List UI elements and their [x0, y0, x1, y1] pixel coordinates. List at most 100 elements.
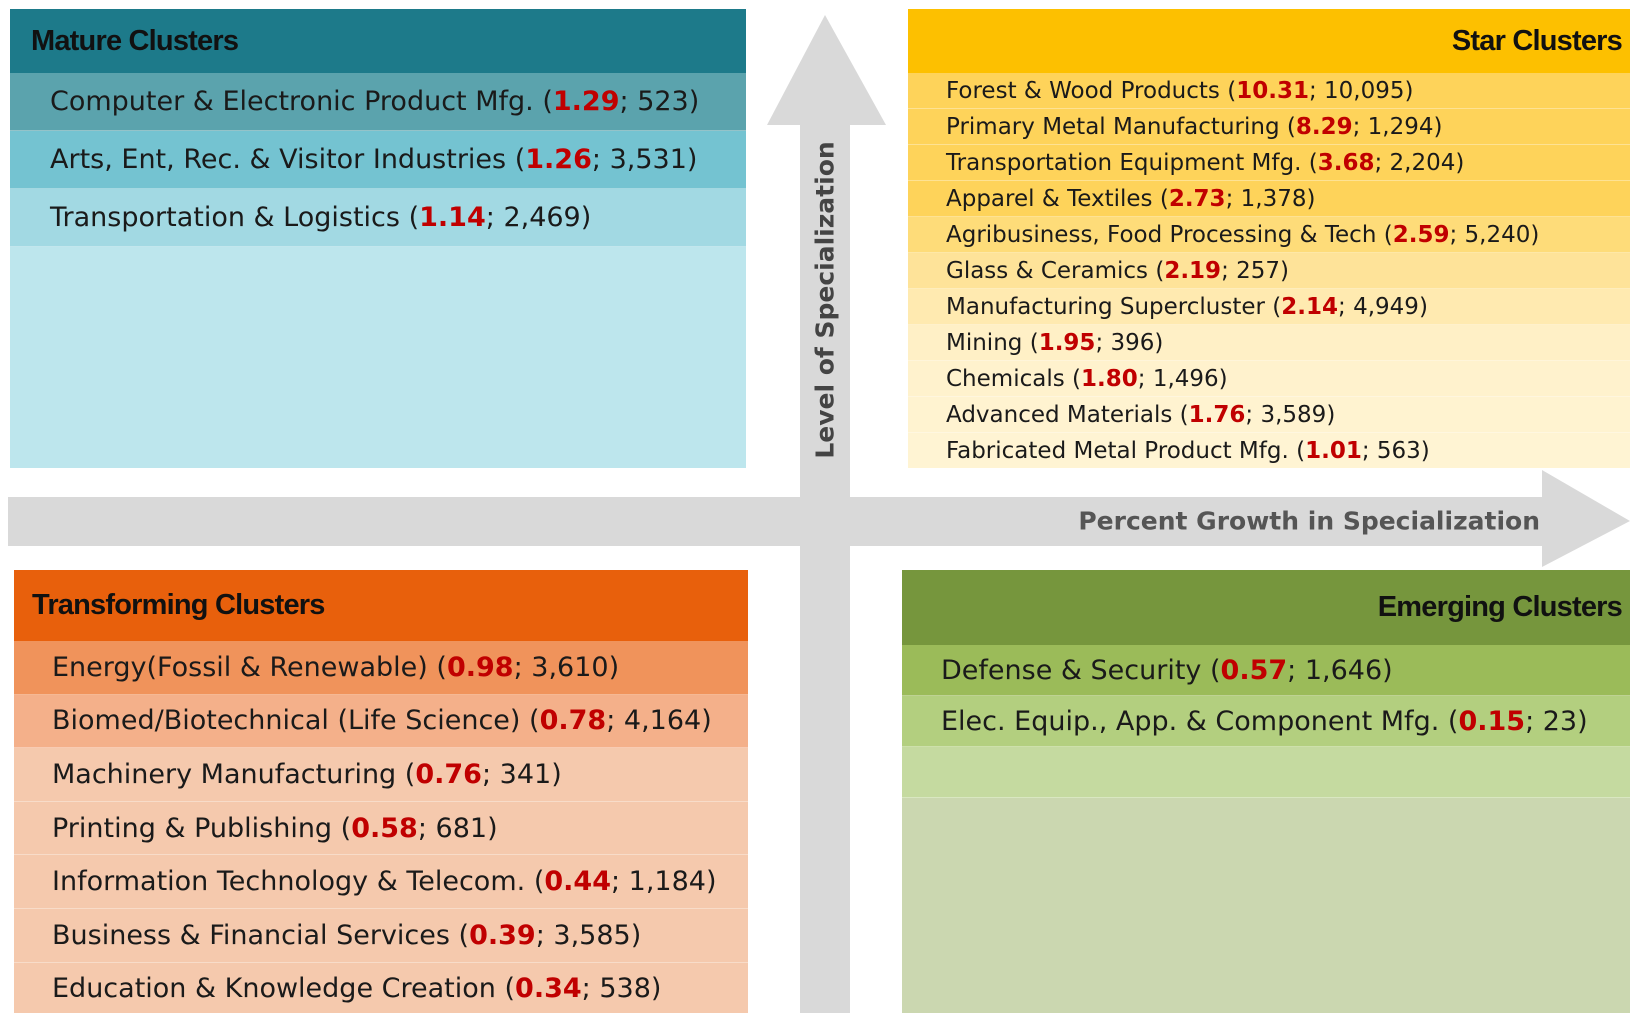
quadrant-title: Transforming Clusters	[14, 570, 748, 641]
cluster-name: Primary Metal Manufacturing	[946, 113, 1280, 140]
cluster-row: Transportation Equipment Mfg. 3.682,204	[908, 145, 1630, 181]
cluster-name: Machinery Manufacturing	[52, 758, 397, 790]
cluster-row: Business & Financial Services 0.393,585	[14, 908, 748, 963]
cluster-row: Arts, Ent, Rec. & Visitor Industries 1.26…	[10, 131, 746, 189]
quadrant: Transforming Clusters Energy(Fossil & Ren…	[14, 570, 748, 1013]
employment: 3,589	[1260, 402, 1335, 428]
quadrant-title: Emerging Clusters	[902, 570, 1630, 645]
cluster-name: Manufacturing Supercluster	[946, 293, 1265, 320]
location-quotient: 1.80	[1072, 366, 1153, 392]
cluster-name: Printing & Publishing	[52, 812, 333, 844]
employment: 523	[637, 86, 699, 117]
empty-row	[902, 747, 1630, 798]
cluster-name: Education & Knowledge Creation	[52, 973, 496, 1005]
cluster-name: Defense & Security	[941, 654, 1202, 686]
cluster-row: Agribusiness, Food Processing & Tech 2.59…	[908, 217, 1630, 253]
cluster-row: Defense & Security 0.571,646	[902, 645, 1630, 696]
cluster-row: Glass & Ceramics2.19257	[908, 253, 1630, 289]
cluster-row: Fabricated Metal Product Mfg. 1.01563	[908, 433, 1630, 468]
horizontal-axis-label: Percent Growth in Specialization	[1078, 506, 1540, 536]
employment: 1,378	[1241, 186, 1316, 212]
location-quotient: 2.59	[1384, 222, 1465, 248]
cluster-row: Education & Knowledge Creation 0.34538	[14, 962, 748, 1013]
location-quotient: 1.95	[1030, 330, 1111, 356]
cluster-row: Information Technology & Telecom. 0.441,1…	[14, 855, 748, 909]
location-quotient: 1.14	[409, 202, 504, 233]
quadrant: Star Clusters Forest & Wood Products 10.31…	[908, 9, 1630, 468]
location-quotient: 10.31	[1227, 78, 1324, 104]
cluster-row: Manufacturing Supercluster 2.144,949	[908, 289, 1630, 325]
cluster-row: Apparel & Textiles 2.731,378	[908, 181, 1630, 217]
employment: 1,646	[1305, 655, 1393, 686]
cluster-row: Primary Metal Manufacturing 8.291,294	[908, 109, 1630, 145]
employment: 2,469	[503, 202, 591, 233]
location-quotient: 2.73	[1160, 186, 1241, 212]
employment: 1,496	[1153, 366, 1228, 392]
cluster-row: Transportation & Logistics 1.142,469	[10, 189, 746, 247]
horizontal-arrow	[8, 470, 1630, 567]
employment: 4,949	[1353, 294, 1428, 320]
cluster-name: Transportation & Logistics	[50, 202, 400, 233]
employment: 3,585	[553, 920, 641, 951]
location-quotient: 0.76	[405, 759, 500, 790]
location-quotient: 0.39	[459, 920, 554, 951]
cluster-name: Elec. Equip., App. & Component Mfg.	[941, 705, 1440, 737]
location-quotient: 0.15	[1448, 706, 1543, 737]
employment: 10,095	[1324, 78, 1413, 104]
cluster-name: Glass & Ceramics	[946, 257, 1149, 284]
employment: 23	[1543, 706, 1588, 737]
cluster-name: Mining	[946, 329, 1023, 356]
employment: 3,610	[531, 652, 619, 683]
location-quotient: 2.19	[1155, 258, 1236, 284]
employment: 3,531	[610, 144, 698, 175]
cluster-row: Machinery Manufacturing 0.76341	[14, 748, 748, 802]
employment: 1,294	[1368, 114, 1443, 140]
cluster-row: Energy(Fossil & Renewable) 0.983,610	[14, 641, 748, 695]
cluster-row: Mining 1.95396	[908, 325, 1630, 361]
cluster-name: Information Technology & Telecom.	[52, 866, 526, 898]
location-quotient: 8.29	[1287, 114, 1368, 140]
cluster-row: Chemicals 1.801,496	[908, 361, 1630, 397]
location-quotient: 0.44	[534, 866, 629, 897]
employment: 2,204	[1390, 150, 1465, 176]
location-quotient: 1.01	[1296, 438, 1377, 464]
cluster-name: Transportation Equipment Mfg.	[946, 149, 1302, 176]
location-quotient: 3.68	[1309, 150, 1390, 176]
cluster-row: Printing & Publishing 0.58681	[14, 801, 748, 856]
location-quotient: 1.26	[515, 144, 610, 175]
cluster-name: Apparel & Textiles	[946, 185, 1153, 212]
location-quotient: 2.14	[1272, 294, 1353, 320]
quadrant-title: Mature Clusters	[10, 9, 746, 73]
cluster-row: Advanced Materials 1.763,589	[908, 397, 1630, 433]
employment: 4,164	[624, 705, 712, 736]
employment: 396	[1111, 330, 1164, 356]
cluster-row: Biomed/Biotechnical (Life Science) 0.784,…	[14, 694, 748, 749]
employment: 257	[1236, 258, 1289, 284]
quadrant: Mature Clusters Computer & Electronic Pro…	[10, 9, 746, 468]
employment: 538	[599, 973, 661, 1004]
location-quotient: 0.34	[504, 973, 599, 1004]
employment: 341	[500, 759, 562, 790]
employment: 5,240	[1465, 222, 1540, 248]
location-quotient: 0.98	[436, 652, 531, 683]
quadrant: Emerging Clusters Defense & Security 0.571…	[902, 570, 1630, 1013]
employment: 681	[436, 813, 498, 844]
employment: 1,184	[629, 866, 717, 897]
location-quotient: 1.76	[1180, 402, 1261, 428]
cluster-name: Biomed/Biotechnical (Life Science)	[52, 705, 521, 737]
cluster-name: Agribusiness, Food Processing & Tech	[946, 221, 1377, 248]
location-quotient: 1.29	[542, 86, 637, 117]
cluster-row: Computer & Electronic Product Mfg. 1.2952…	[10, 73, 746, 131]
cluster-name: Arts, Ent, Rec. & Visitor Industries	[50, 144, 507, 175]
location-quotient: 0.57	[1210, 655, 1305, 686]
employment: 563	[1377, 438, 1430, 464]
cluster-name: Computer & Electronic Product Mfg.	[50, 86, 534, 117]
cluster-name: Advanced Materials	[946, 401, 1173, 428]
location-quotient: 0.78	[529, 705, 624, 736]
cluster-row: Forest & Wood Products 10.3110,095	[908, 73, 1630, 109]
location-quotient: 0.58	[341, 813, 436, 844]
quadrant-title: Star Clusters	[908, 9, 1630, 73]
cluster-name: Energy(Fossil & Renewable)	[52, 651, 428, 683]
